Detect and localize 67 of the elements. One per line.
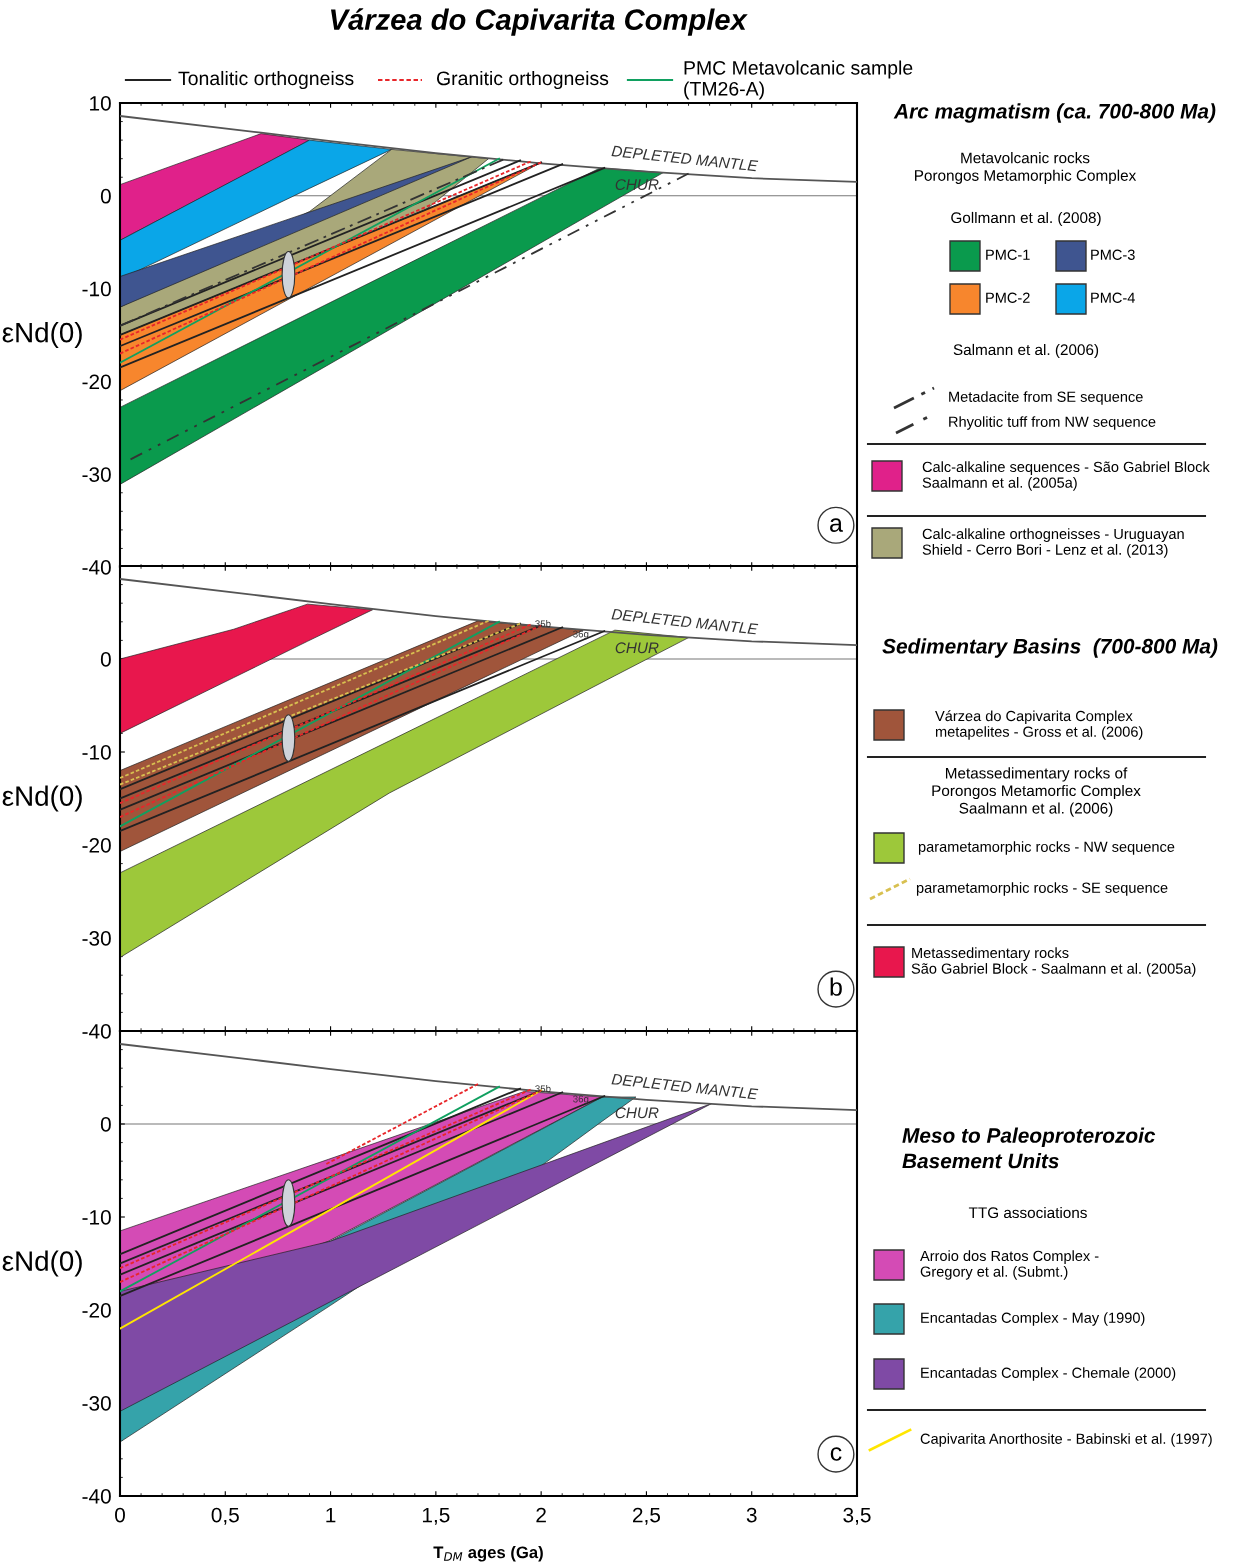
y-tick-label: -40 bbox=[82, 560, 111, 575]
annotation: 36g bbox=[573, 630, 589, 640]
legend-label: Rhyolitic tuff from NW sequence bbox=[949, 416, 1156, 430]
x-axis-title: T$_{DM}$ ages (Ga) bbox=[433, 1545, 543, 1562]
legend-label: Encantadas Complex - Chemale (2000) bbox=[921, 1367, 1176, 1381]
y-tick-label: 0 bbox=[100, 188, 111, 204]
y-axis-title: εNd(0) bbox=[2, 1250, 82, 1277]
legend-label: PMC-1 bbox=[986, 249, 1030, 260]
x-tick-label: 3 bbox=[746, 1507, 757, 1523]
x-tick-label: 1 bbox=[326, 1507, 336, 1523]
legend-label: Encantadas Complex - May (1990) bbox=[921, 1312, 1145, 1326]
legend-label: Metassedimentary rocks São Gabriel Block - Saalmann et al. (2005a) bbox=[911, 947, 1196, 977]
y-axis-title: εNd(0) bbox=[2, 785, 82, 812]
annotation: b bbox=[830, 977, 842, 996]
legend-label: parametamorphic rocks - SE sequence bbox=[916, 882, 1168, 896]
y-tick-label: -20 bbox=[82, 838, 111, 853]
annotation: c bbox=[830, 1447, 842, 1461]
annotation: 35b bbox=[535, 1085, 551, 1093]
text: Salmann et al. (2006) bbox=[953, 343, 1099, 359]
legend-label: Várzea do Capivarita Complex metapelites - Gross et al. (2006) bbox=[935, 710, 1143, 740]
ref-line-label: CHUR bbox=[615, 642, 659, 654]
legend-label: PMC-4 bbox=[1091, 292, 1135, 303]
y-tick-label: -20 bbox=[82, 1303, 111, 1318]
text: Gollmann et al. (2008) bbox=[951, 211, 1101, 227]
x-tick-label: 2,5 bbox=[633, 1507, 661, 1525]
y-tick-label: 10 bbox=[90, 96, 111, 111]
text: DEPLETED MANTLE bbox=[611, 1073, 759, 1100]
legend-label: Arroio dos Ratos Complex - Gregory et al. (Submt.) bbox=[920, 1250, 1099, 1280]
y-tick-label: -20 bbox=[82, 374, 111, 390]
y-tick-label: 0 bbox=[100, 652, 111, 667]
text: Metassedimentary rocks of Porongos Metamorfic Complex Saalmann et al. (2006) bbox=[932, 767, 1141, 817]
legend-title: Meso to Paleoproterozoic Basement Units bbox=[902, 1127, 1156, 1169]
legend-label: Granitic orthogneiss bbox=[436, 70, 609, 90]
y-tick-label: -10 bbox=[82, 745, 111, 760]
y-axis-title: εNd(0) bbox=[2, 322, 82, 348]
y-tick-label: -40 bbox=[82, 1024, 111, 1039]
chart-title: Várzea do Capivarita Complex bbox=[331, 8, 748, 36]
y-tick-label: -30 bbox=[82, 931, 111, 946]
x-tick-label: 1,5 bbox=[422, 1507, 450, 1525]
x-tick-label: 0 bbox=[115, 1507, 125, 1523]
x-tick-label: 0,5 bbox=[211, 1507, 239, 1525]
legend-label: Calc-alkaline sequences - São Gabriel Block Saalmann et al. (2005a) bbox=[922, 461, 1210, 491]
legend-label: PMC-2 bbox=[986, 292, 1030, 303]
y-tick-label: -10 bbox=[82, 281, 111, 297]
legend-label: Tonalitic orthogneiss bbox=[178, 70, 354, 90]
legend-label: PMC-3 bbox=[1091, 249, 1135, 260]
legend-title: Arc magmatism (ca. 700-800 Ma) bbox=[893, 103, 1216, 123]
legend-label: Capivarita Anorthosite - Babinski et al. (1997) bbox=[920, 1433, 1212, 1447]
y-tick-label: -30 bbox=[82, 1396, 111, 1411]
y-tick-label: -40 bbox=[82, 1489, 111, 1504]
legend-title: Sedimentary Basins (700-800 Ma) bbox=[882, 638, 1218, 658]
text: DEPLETED MANTLE bbox=[611, 145, 759, 172]
y-tick-label: 0 bbox=[100, 1117, 111, 1132]
x-tick-label: 3,5 bbox=[843, 1507, 871, 1525]
annotation: 35b bbox=[535, 620, 551, 628]
legend-label: Calc-alkaline orthogneisses - Uruguayan Shield - Cerro Bori - Lenz et al. (2013) bbox=[922, 528, 1184, 558]
ref-line-label: CHUR bbox=[615, 1107, 659, 1119]
legend-label: Metadacite from SE sequence bbox=[949, 391, 1143, 405]
annotation: a bbox=[830, 518, 843, 532]
x-tick-label: 2 bbox=[536, 1507, 546, 1523]
legend-label: parametamorphic rocks - NW sequence bbox=[918, 841, 1175, 855]
text: TTG associations bbox=[968, 1206, 1087, 1219]
text: Metavolcanic rocks Porongos Metamorphic Complex bbox=[915, 152, 1137, 184]
y-tick-label: -10 bbox=[82, 1210, 111, 1225]
legend-label: PMC Metavolcanic sample (TM26-A) bbox=[684, 60, 913, 100]
y-tick-label: -30 bbox=[82, 467, 111, 482]
text: DEPLETED MANTLE bbox=[611, 608, 759, 635]
